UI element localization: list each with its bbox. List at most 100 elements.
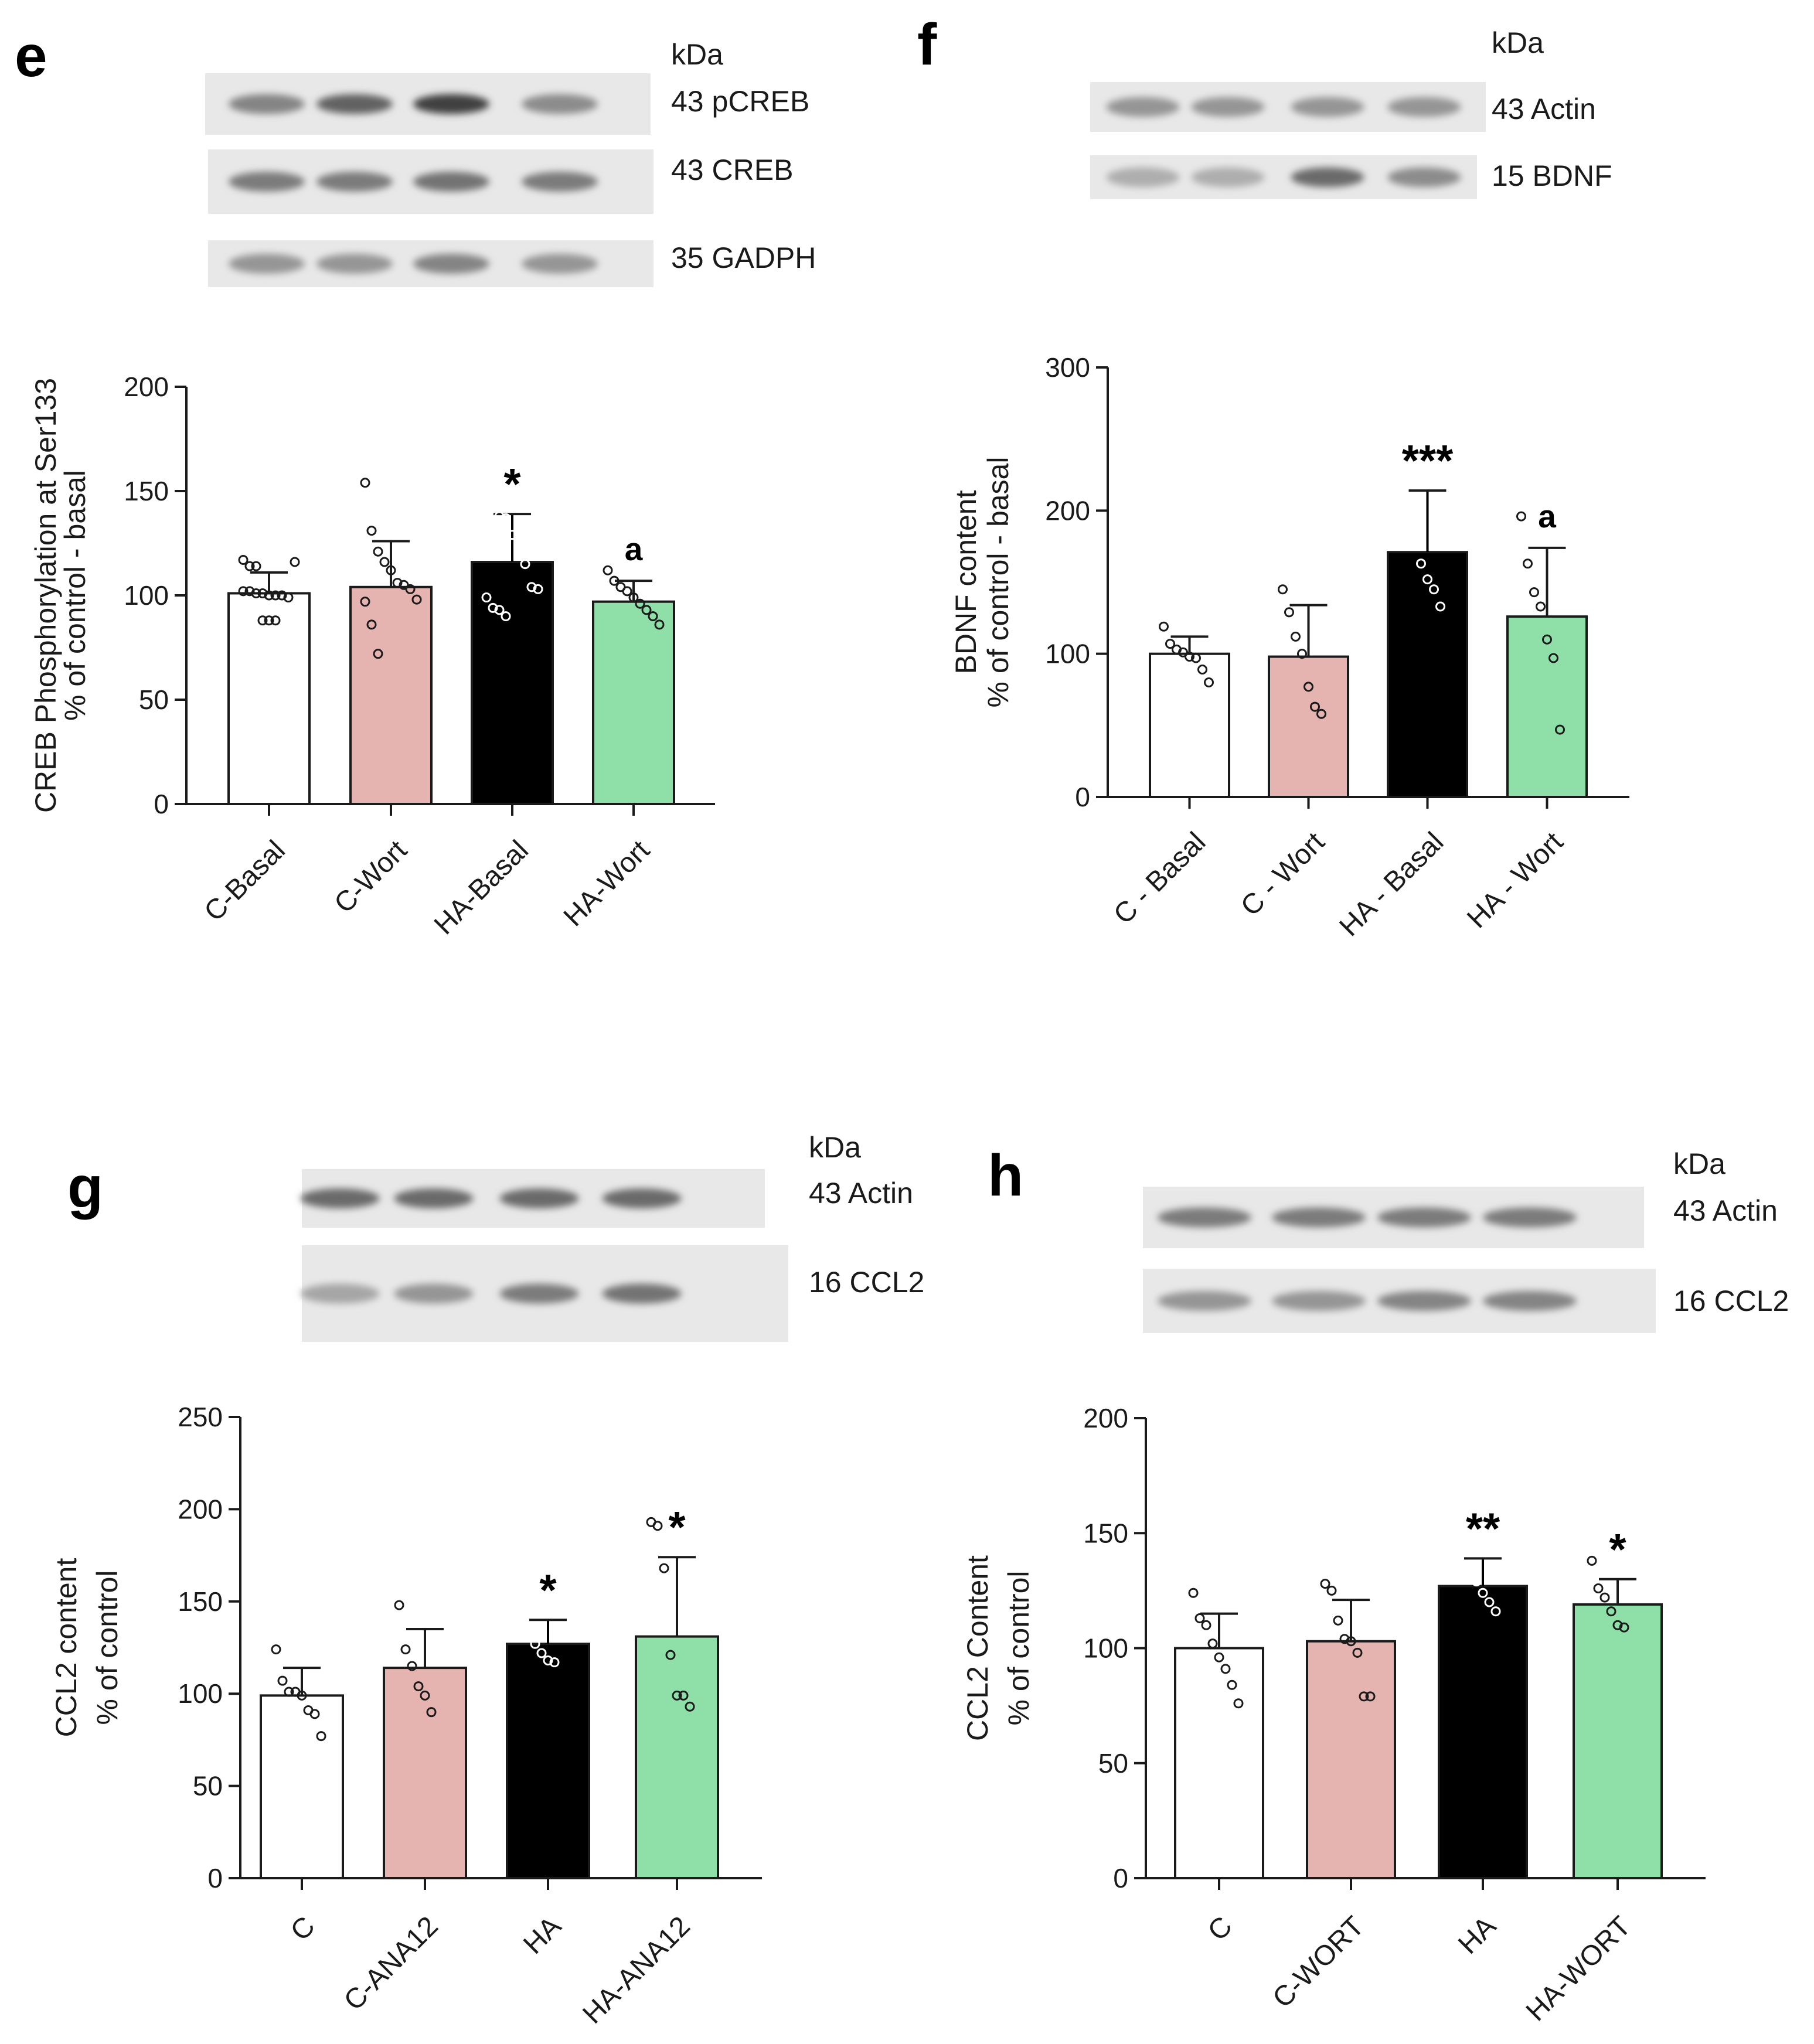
blot-label-f-1: 15 BDNF	[1492, 159, 1612, 192]
data-point-e-1-5	[392, 578, 403, 588]
error-bar-f-0	[1170, 635, 1209, 654]
y-tick-label-f-0: 0	[1075, 782, 1090, 812]
data-point-g-2-2	[530, 1638, 540, 1649]
data-point-f-1-5	[1310, 701, 1320, 712]
blot-band-h-1-2	[1377, 1291, 1471, 1311]
data-point-f-2-3	[1416, 558, 1426, 569]
significance-label-f-3: a	[1538, 498, 1556, 534]
y-axis-label-h-1: % of control	[1002, 1571, 1035, 1725]
blot-label-e-0: 43 pCREB	[671, 85, 809, 118]
data-point-f-0-7	[1204, 677, 1214, 688]
bar-f-0	[1149, 652, 1230, 798]
data-point-e-3-1	[609, 575, 620, 586]
data-point-g-0-4	[297, 1690, 307, 1701]
western-blot-f	[1090, 82, 1486, 199]
blot-label-h-1: 16 CCL2	[1673, 1285, 1789, 1317]
error-bar-e-0	[250, 571, 288, 594]
data-point-h-2-3	[1471, 1576, 1482, 1587]
data-point-e-3-5	[635, 598, 645, 609]
x-category-label-f-1: C - Wort	[1235, 826, 1330, 922]
data-point-h-1-7	[1365, 1691, 1376, 1702]
data-point-e-3-3	[622, 586, 632, 597]
western-blot-e	[205, 73, 654, 287]
kda-label-g: kDa	[809, 1131, 861, 1164]
blot-band-h-0-0	[1158, 1207, 1251, 1228]
panel-letter-e: e	[15, 23, 47, 89]
data-point-h-0-5	[1220, 1664, 1231, 1674]
blot-label-g-0: 43 Actin	[809, 1177, 913, 1210]
x-category-label-e-3: HA-Wort	[558, 834, 656, 932]
error-bar-h-3	[1599, 1578, 1636, 1604]
data-point-e-3-4	[628, 592, 639, 603]
error-bar-g-1	[406, 1628, 444, 1668]
blot-band-f-1-3	[1387, 167, 1461, 188]
y-axis-label-f-0: BDNF content	[949, 490, 982, 674]
data-point-e-1-10	[366, 619, 377, 630]
data-point-e-1-8	[411, 594, 422, 605]
data-point-g-0-0	[271, 1644, 281, 1655]
data-point-g-3-5	[678, 1690, 689, 1701]
error-bar-e-1	[372, 540, 410, 587]
error-bar-h-2	[1464, 1557, 1502, 1586]
blot-band-f-1-1	[1191, 167, 1265, 188]
bar-e-0	[227, 592, 311, 805]
y-tick-label-g-0: 0	[207, 1863, 223, 1893]
data-point-g-0-7	[316, 1731, 326, 1742]
blot-band-h-0-1	[1272, 1207, 1366, 1228]
panel-letter-g: g	[67, 1154, 103, 1220]
data-point-h-2-1	[1458, 1542, 1469, 1552]
data-point-e-0-14	[270, 615, 281, 626]
data-point-g-1-2	[407, 1661, 417, 1671]
data-point-e-0-7	[283, 592, 294, 603]
blot-band-g-0-3	[602, 1188, 682, 1208]
blot-label-h-0: 43 Actin	[1673, 1194, 1778, 1227]
y-tick-label-h-2: 100	[1083, 1633, 1128, 1664]
data-point-g-3-6	[685, 1701, 695, 1712]
data-point-e-0-8	[290, 557, 300, 567]
bar-e-2	[471, 561, 554, 805]
kda-label-f: kDa	[1492, 26, 1544, 59]
data-point-g-2-0	[517, 1626, 527, 1636]
x-category-label-h-0: C	[1202, 1910, 1238, 1947]
data-point-e-2-8	[533, 584, 543, 594]
data-point-f-3-4	[1542, 634, 1552, 645]
data-point-f-1-4	[1304, 682, 1313, 692]
data-point-e-0-2	[251, 588, 261, 598]
y-tick-label-h-3: 150	[1083, 1518, 1128, 1548]
blot-band-f-0-2	[1291, 97, 1364, 117]
blot-band-e-1-2	[413, 172, 489, 192]
y-tick-label-g-3: 150	[178, 1586, 223, 1617]
y-axis-label-g-1: % of control	[91, 1570, 124, 1725]
bar-f-1	[1268, 655, 1349, 799]
data-point-e-0-1	[244, 586, 255, 597]
data-point-f-3-1	[1523, 558, 1533, 569]
blot-band-h-0-2	[1377, 1207, 1471, 1228]
error-bar-f-2	[1408, 489, 1447, 553]
significance-label-g-3: *	[668, 1503, 686, 1552]
blot-band-e-0-2	[413, 94, 489, 114]
bar-g-2	[506, 1643, 590, 1880]
blot-band-e-1-1	[316, 172, 393, 192]
data-point-e-0-10	[244, 561, 255, 571]
blot-band-g-1-2	[499, 1283, 579, 1304]
y-tick-label-h-4: 200	[1083, 1403, 1128, 1433]
bar-g-1	[383, 1667, 467, 1879]
data-point-e-3-7	[648, 611, 658, 622]
data-point-f-2-2	[1410, 537, 1420, 547]
y-tick-label-f-1: 100	[1045, 639, 1090, 669]
bar-h-0	[1174, 1647, 1264, 1879]
data-point-h-3-1	[1593, 1583, 1604, 1593]
bar-g-3	[635, 1635, 719, 1880]
blot-band-e-2-1	[316, 254, 393, 274]
data-point-f-0-1	[1165, 639, 1175, 649]
data-point-e-2-4	[507, 530, 518, 540]
data-point-g-1-4	[420, 1690, 430, 1701]
significance-label-f-2: ***	[1402, 436, 1454, 485]
blot-band-e-0-3	[522, 94, 598, 114]
bar-g-0	[260, 1694, 344, 1879]
kda-label-h: kDa	[1673, 1147, 1725, 1180]
x-category-label-f-2: HA - Basal	[1333, 826, 1449, 942]
significance-label-g-2: *	[539, 1565, 557, 1614]
data-point-h-0-1	[1194, 1613, 1205, 1623]
data-point-h-1-2	[1333, 1615, 1343, 1626]
